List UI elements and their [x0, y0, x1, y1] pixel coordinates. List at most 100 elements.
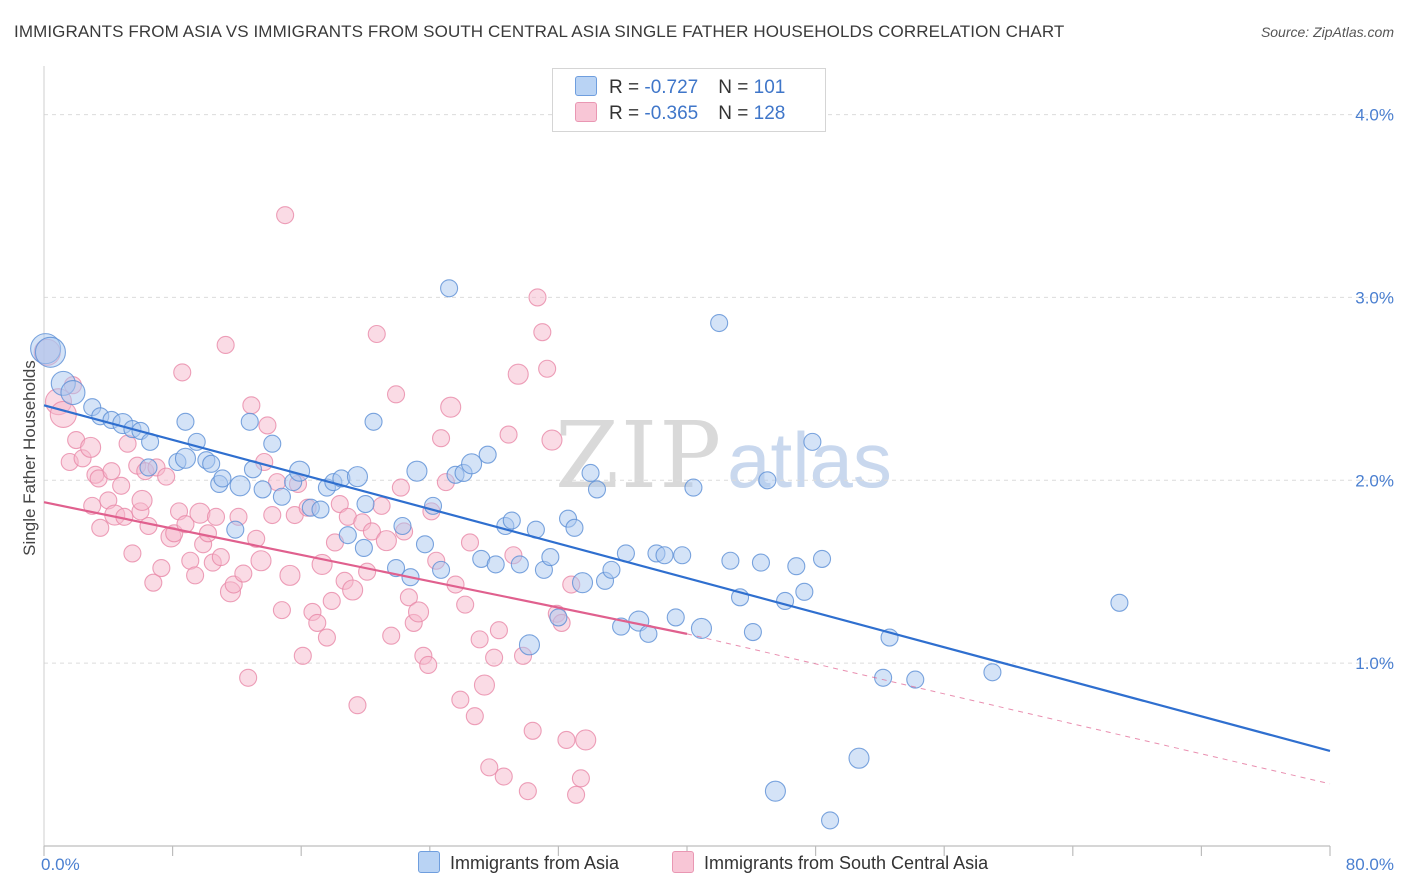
series-swatch-asia	[418, 851, 440, 873]
legend-n-label-sca: N =	[718, 103, 754, 124]
south-central-asia-point	[293, 646, 312, 665]
asia-point	[874, 668, 893, 687]
south-central-asia-point	[198, 524, 218, 543]
legend-r-label-asia: R =	[609, 77, 645, 98]
asia-point	[758, 471, 777, 490]
south-central-asia-point	[173, 363, 192, 382]
south-central-asia-point	[216, 335, 235, 355]
south-central-asia-point	[451, 690, 470, 709]
asia-point	[795, 582, 814, 601]
legend-swatch-south-central-asia	[575, 102, 597, 122]
asia-point	[743, 623, 762, 642]
south-central-asia-point	[358, 562, 377, 581]
series-name-asia: Immigrants from Asia	[450, 853, 620, 873]
south-central-asia-point	[538, 359, 557, 378]
asia-point	[710, 313, 729, 333]
asia-point	[518, 634, 541, 656]
south-central-asia-point	[123, 544, 142, 563]
asia-point	[571, 572, 594, 594]
south-central-asia-point	[144, 573, 163, 592]
asia-point	[690, 617, 713, 639]
asia-point	[565, 518, 584, 537]
asia-point	[176, 412, 195, 431]
asia-point	[34, 336, 66, 368]
asia-point	[415, 535, 435, 554]
south-central-asia-point	[507, 363, 529, 385]
south-central-asia-point	[139, 516, 158, 536]
south-central-asia-trend-line	[43, 501, 688, 635]
asia-point	[356, 495, 375, 514]
asia-point	[253, 480, 272, 499]
south-central-asia-point	[206, 507, 226, 526]
south-central-asia-point	[157, 467, 176, 486]
south-central-asia-point	[272, 601, 291, 620]
south-central-asia-point	[49, 400, 77, 429]
south-central-asia-point	[102, 462, 121, 481]
south-central-asia-point	[112, 476, 131, 495]
x-tick-label: 0.0%	[41, 855, 80, 874]
asia-point	[226, 520, 245, 539]
asia-point	[581, 463, 600, 483]
legend-r-value-asia: -0.727	[644, 77, 699, 98]
asia-point	[354, 538, 373, 557]
chart-title: IMMIGRANTS FROM ASIA VS IMMIGRANTS FROM …	[14, 22, 1065, 41]
asia-point	[213, 469, 232, 488]
asia-point	[666, 608, 685, 627]
legend-r-label-sca: R =	[609, 103, 645, 124]
legend-row-south-central-asia: R = -0.365 N = 128	[575, 102, 785, 126]
asia-point	[461, 453, 483, 475]
asia-trend-line	[43, 404, 1331, 752]
asia-point	[440, 279, 459, 298]
series-swatch-south-central-asia	[672, 851, 694, 873]
y-axis-title: Single Father Households	[20, 360, 39, 556]
south-central-asia-point	[533, 323, 552, 342]
series-legend-asia: Immigrants from Asia	[418, 851, 619, 874]
correlation-legend: R = -0.727 N = 101 R = -0.365 N = 128	[552, 68, 826, 132]
south-central-asia-point	[330, 495, 349, 514]
asia-point	[1110, 593, 1129, 612]
south-central-asia-point	[480, 758, 499, 777]
south-central-asia-point	[460, 533, 480, 552]
south-central-asia-point	[258, 416, 277, 435]
series-name-south-central-asia: Immigrants from South Central Asia	[704, 853, 989, 873]
asia-point	[906, 670, 925, 689]
south-central-asia-point	[571, 769, 590, 788]
south-central-asia-point	[176, 515, 195, 534]
asia-point	[721, 551, 740, 570]
legend-r-value-sca: -0.365	[644, 103, 699, 124]
asia-point	[311, 500, 330, 519]
asia-point	[478, 445, 497, 464]
asia-point	[432, 560, 451, 579]
south-central-asia-point	[473, 674, 496, 696]
legend-swatch-asia	[575, 76, 597, 96]
south-central-asia-point	[567, 785, 586, 804]
asia-point	[486, 555, 505, 574]
asia-point	[202, 454, 221, 473]
south-central-asia-point	[239, 668, 258, 687]
south-central-asia-point	[367, 324, 386, 344]
south-central-asia-point	[276, 206, 295, 225]
legend-n-value-asia: 101	[753, 77, 786, 98]
asia-point	[803, 432, 822, 451]
south-central-asia-point	[308, 613, 327, 632]
asia-point	[673, 546, 692, 565]
asia-point	[338, 526, 357, 545]
y-tick-label: 1.0%	[1355, 654, 1394, 673]
south-central-asia-point	[211, 548, 230, 567]
south-central-asia-point	[250, 550, 272, 572]
asia-point	[764, 780, 786, 802]
south-central-asia-point	[375, 530, 397, 552]
asia-point	[751, 553, 770, 572]
south-central-asia-point	[419, 655, 438, 675]
asia-point	[139, 458, 158, 477]
legend-n-label-asia: N =	[718, 77, 754, 98]
south-central-asia-point	[391, 478, 410, 497]
south-central-asia-point	[432, 429, 451, 448]
asia-point	[549, 608, 568, 627]
asia-point	[263, 434, 282, 453]
asia-point	[655, 546, 674, 565]
asia-point	[60, 379, 86, 406]
south-central-asia-point	[372, 496, 391, 515]
asia-point	[240, 412, 259, 431]
asia-point	[684, 478, 703, 497]
